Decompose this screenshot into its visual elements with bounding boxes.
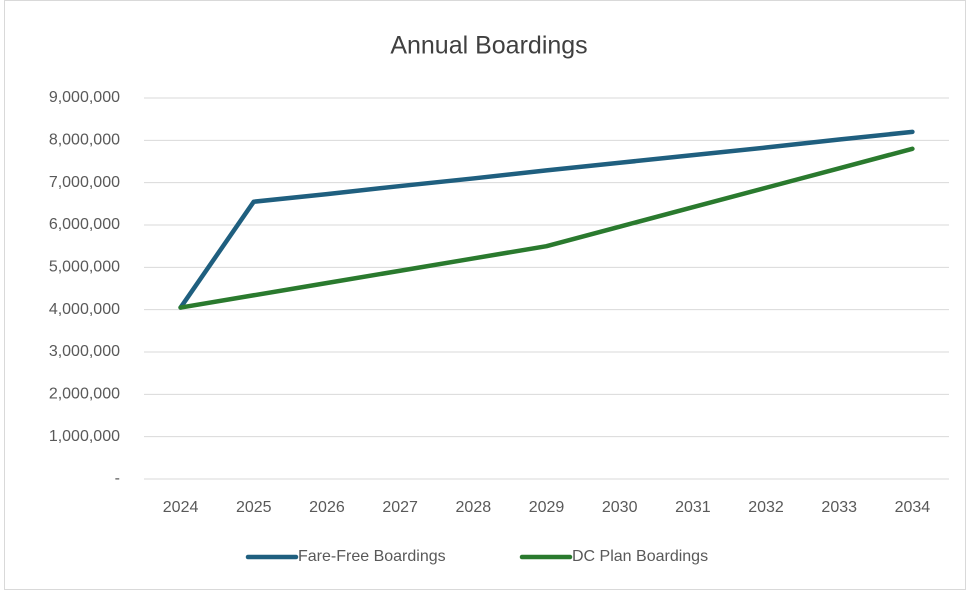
x-tick-label: 2024 <box>163 499 199 516</box>
y-tick-label: 6,000,000 <box>49 216 120 233</box>
x-tick-label: 2025 <box>236 499 272 516</box>
y-tick-label: 9,000,000 <box>49 89 120 106</box>
x-tick-label: 2031 <box>675 499 711 516</box>
series-line <box>178 146 915 310</box>
chart-title: Annual Boardings <box>390 32 587 60</box>
x-tick-label: 2030 <box>602 499 638 516</box>
legend-label: DC Plan Boardings <box>572 548 708 565</box>
y-tick-label: 1,000,000 <box>49 428 120 445</box>
chart-frame <box>4 0 966 590</box>
x-tick-label: 2026 <box>309 499 345 516</box>
y-tick-label: 8,000,000 <box>49 132 120 149</box>
x-tick-label: 2029 <box>529 499 565 516</box>
legend-label: Fare-Free Boardings <box>298 548 446 565</box>
y-tick-label: - <box>115 470 120 487</box>
y-tick-label: 5,000,000 <box>49 259 120 276</box>
x-tick-label: 2033 <box>821 499 857 516</box>
y-tick-label: 3,000,000 <box>49 343 120 360</box>
x-tick-label: 2027 <box>382 499 418 516</box>
x-tick-label: 2034 <box>895 499 931 516</box>
x-tick-label: 2032 <box>748 499 784 516</box>
x-tick-label: 2028 <box>456 499 492 516</box>
y-tick-label: 2,000,000 <box>49 386 120 403</box>
series-line <box>178 129 915 310</box>
y-tick-label: 4,000,000 <box>49 301 120 318</box>
y-tick-label: 7,000,000 <box>49 174 120 191</box>
